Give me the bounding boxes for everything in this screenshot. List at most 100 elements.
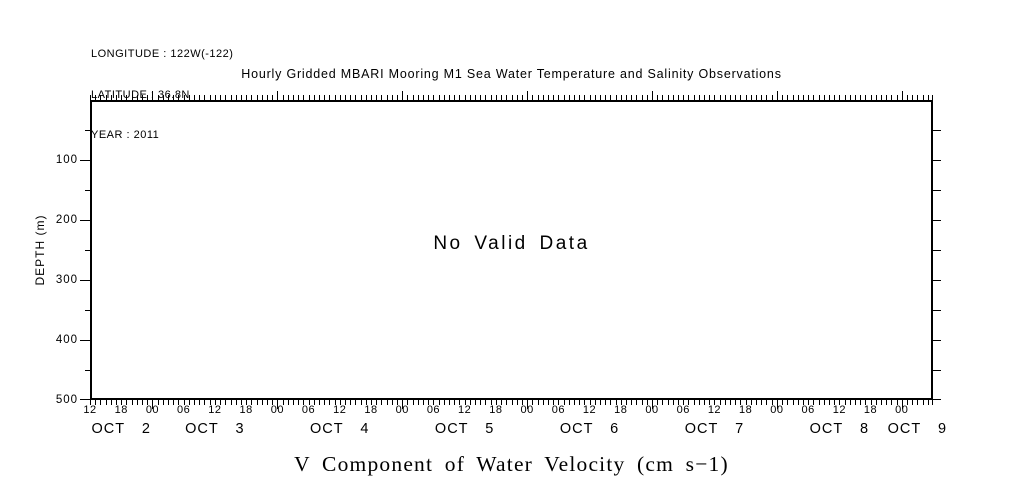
x-minor-tick — [261, 95, 263, 100]
x-minor-tick — [563, 95, 565, 100]
x-minor-tick — [672, 95, 674, 100]
x-minor-tick — [891, 95, 893, 100]
x-minor-tick — [428, 95, 430, 100]
x-minor-tick — [324, 95, 326, 100]
x-axis-title: V Component of Water Velocity (cm s−1) — [294, 452, 729, 476]
x-minor-tick — [266, 95, 268, 100]
x-minor-tick — [761, 400, 763, 405]
x-minor-tick — [355, 400, 357, 405]
x-minor-tick — [750, 95, 752, 100]
x-minor-tick — [376, 95, 378, 100]
x-minor-tick — [880, 95, 882, 100]
x-minor-tick — [839, 400, 841, 405]
x-minor-tick — [813, 95, 815, 100]
x-minor-tick — [922, 95, 924, 100]
x-minor-tick — [667, 95, 669, 100]
y-right-tick — [933, 160, 941, 161]
x-hour-label: 12 — [208, 404, 222, 416]
x-hour-label: 18 — [489, 404, 503, 416]
y-right-tick — [933, 310, 941, 311]
x-minor-tick — [454, 95, 456, 100]
x-minor-tick — [116, 95, 118, 100]
x-minor-tick — [246, 95, 248, 100]
x-minor-tick — [480, 400, 482, 405]
x-minor-tick — [178, 400, 180, 405]
x-major-tick — [652, 400, 653, 409]
x-minor-tick — [870, 400, 872, 405]
x-minor-tick — [636, 95, 638, 100]
x-minor-tick — [142, 400, 144, 405]
x-date-label: OCT 6 — [559, 421, 620, 437]
x-hour-label: 18 — [739, 404, 753, 416]
x-minor-tick — [865, 95, 867, 100]
x-minor-tick — [459, 95, 461, 100]
x-minor-tick — [110, 95, 112, 100]
x-minor-tick — [157, 400, 159, 405]
x-minor-tick — [454, 400, 456, 405]
y-minor-tick — [85, 250, 90, 251]
x-date-label: OCT 5 — [434, 421, 495, 437]
x-minor-tick — [558, 95, 560, 100]
x-minor-tick — [110, 400, 112, 405]
x-minor-tick — [709, 95, 711, 100]
x-minor-tick — [542, 95, 544, 100]
x-minor-tick — [344, 400, 346, 405]
x-minor-tick — [818, 95, 820, 100]
y-minor-tick — [85, 130, 90, 131]
x-minor-tick — [292, 400, 294, 405]
x-minor-tick — [568, 95, 570, 100]
x-minor-tick — [756, 95, 758, 100]
longitude-label: LONGITUDE : 122W(-122) — [91, 48, 234, 60]
x-minor-tick — [891, 400, 893, 405]
x-minor-tick — [880, 400, 882, 405]
x-hour-label: 12 — [458, 404, 472, 416]
x-minor-tick — [579, 400, 581, 405]
x-minor-tick — [225, 95, 227, 100]
x-minor-tick — [625, 400, 627, 405]
y-right-tick — [933, 220, 941, 221]
x-minor-tick — [355, 95, 357, 100]
x-hour-label: 00 — [770, 404, 784, 416]
x-minor-tick — [521, 400, 523, 405]
x-minor-tick — [464, 400, 466, 405]
x-hour-label: 18 — [863, 404, 878, 416]
x-minor-tick — [126, 400, 128, 405]
x-minor-tick — [610, 400, 612, 405]
x-minor-tick — [641, 400, 643, 405]
x-minor-tick — [188, 95, 190, 100]
x-minor-tick — [475, 400, 477, 405]
x-minor-tick — [865, 400, 867, 405]
x-minor-tick — [194, 400, 196, 405]
x-minor-tick — [475, 95, 477, 100]
x-minor-tick — [599, 400, 601, 405]
x-minor-tick — [724, 400, 726, 405]
x-minor-tick — [121, 400, 123, 405]
x-minor-tick — [657, 95, 659, 100]
x-date-label: OCT 9 — [887, 421, 948, 437]
x-minor-tick — [298, 95, 300, 100]
x-minor-tick — [917, 400, 919, 405]
y-minor-tick — [85, 190, 90, 191]
x-minor-tick — [371, 400, 372, 405]
x-minor-tick — [766, 95, 768, 100]
x-minor-tick — [672, 400, 674, 405]
x-minor-tick — [240, 95, 242, 100]
x-major-tick — [152, 400, 154, 409]
x-date-label: OCT 8 — [809, 421, 870, 437]
y-tick-label: 200 — [55, 214, 78, 226]
x-minor-tick — [371, 95, 372, 100]
x-minor-tick — [246, 400, 248, 405]
x-minor-tick — [787, 400, 789, 405]
x-minor-tick — [756, 400, 758, 405]
x-minor-tick — [282, 95, 284, 100]
x-minor-tick — [761, 95, 763, 100]
x-hour-label: 00 — [520, 404, 534, 416]
x-minor-tick — [860, 95, 862, 100]
x-minor-tick — [105, 400, 107, 405]
x-minor-tick — [521, 95, 523, 100]
x-minor-tick — [376, 400, 378, 405]
plot-border-bottom — [90, 398, 933, 400]
x-minor-tick — [173, 95, 175, 100]
x-minor-tick — [428, 400, 430, 405]
x-minor-tick — [168, 95, 170, 100]
